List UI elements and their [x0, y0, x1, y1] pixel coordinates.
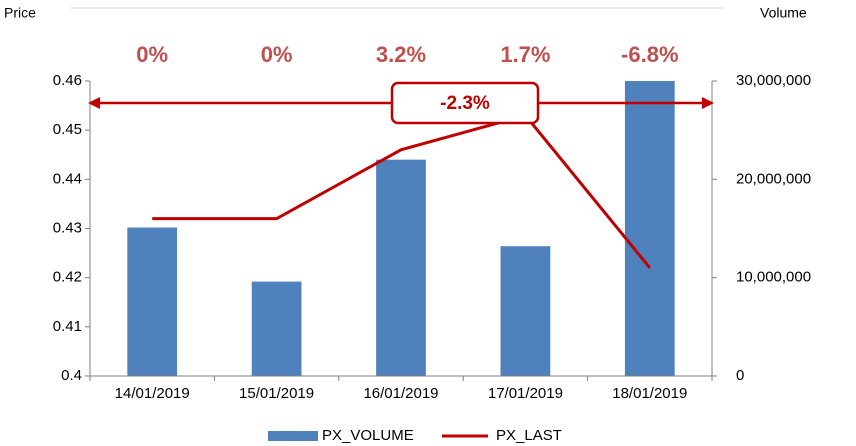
change-label: 1.7%: [500, 42, 550, 67]
change-label: 3.2%: [376, 42, 426, 67]
overall-box: [390, 81, 540, 125]
y2-tick-label: 30,000,000: [736, 72, 811, 89]
x-tick-label: 16/01/2019: [363, 385, 438, 402]
y-tick-label: 0.41: [53, 318, 82, 335]
bar: [624, 81, 675, 376]
x-tick-label: 14/01/2019: [115, 385, 190, 402]
change-label: 0%: [136, 42, 168, 67]
x-tick-label: 15/01/2019: [239, 385, 314, 402]
y2-tick-label: 0: [736, 367, 744, 384]
y2-axis-label: Volume: [760, 5, 807, 21]
y-axis-label: Price: [4, 5, 36, 21]
overall-change: -2.3%: [440, 93, 490, 114]
bar: [500, 246, 551, 376]
y-tick-label: 0.43: [53, 219, 82, 236]
bar: [376, 159, 426, 376]
y-tick-label: 0.46: [53, 72, 82, 89]
change-label: -6.8%: [621, 42, 678, 67]
arrow-head-left: [88, 97, 100, 109]
arrow-head-right: [702, 97, 714, 109]
legend-label: PX_LAST: [496, 427, 562, 444]
y-tick-label: 0.44: [53, 170, 82, 187]
y-tick-label: 0.42: [53, 269, 82, 286]
y-tick-label: 0.45: [53, 121, 82, 138]
change-label: 0%: [261, 42, 293, 67]
legend-label: PX_VOLUME: [322, 427, 414, 444]
y2-tick-label: 10,000,000: [736, 269, 811, 286]
y2-tick-label: 20,000,000: [736, 170, 811, 187]
y-tick-label: 0.4: [61, 367, 82, 384]
bar: [127, 227, 178, 376]
price-line: [152, 113, 651, 269]
x-tick-label: 17/01/2019: [488, 385, 563, 402]
legend-swatch: [268, 431, 318, 441]
bar: [251, 281, 302, 376]
x-tick-label: 18/01/2019: [612, 385, 687, 402]
